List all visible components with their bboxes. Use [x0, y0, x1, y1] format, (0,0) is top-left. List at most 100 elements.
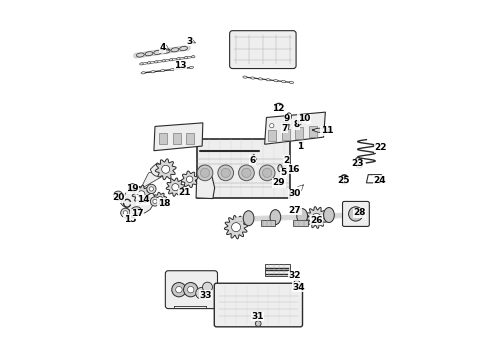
Ellipse shape — [180, 67, 184, 69]
Text: 33: 33 — [199, 291, 212, 300]
Bar — [293, 220, 308, 226]
Text: 31: 31 — [251, 312, 264, 321]
FancyBboxPatch shape — [343, 202, 369, 226]
Ellipse shape — [282, 81, 286, 83]
Ellipse shape — [160, 69, 165, 72]
Polygon shape — [150, 163, 163, 176]
Ellipse shape — [131, 207, 141, 214]
Ellipse shape — [162, 60, 166, 62]
Text: 2: 2 — [283, 156, 289, 165]
Text: 6: 6 — [249, 156, 255, 165]
Circle shape — [312, 213, 320, 222]
Circle shape — [172, 283, 186, 297]
Text: 1: 1 — [297, 141, 303, 150]
Circle shape — [197, 165, 213, 181]
Ellipse shape — [154, 50, 162, 54]
Ellipse shape — [278, 165, 282, 172]
Polygon shape — [224, 215, 248, 239]
Polygon shape — [132, 185, 150, 203]
Ellipse shape — [154, 61, 158, 63]
Circle shape — [157, 196, 163, 202]
Text: 27: 27 — [289, 206, 301, 215]
Circle shape — [184, 283, 198, 297]
Ellipse shape — [297, 208, 308, 224]
Bar — [282, 129, 290, 140]
FancyBboxPatch shape — [214, 283, 302, 327]
Polygon shape — [153, 192, 167, 206]
Ellipse shape — [189, 66, 194, 68]
Ellipse shape — [192, 56, 195, 58]
Circle shape — [218, 165, 234, 181]
Ellipse shape — [294, 280, 300, 289]
Text: 9: 9 — [284, 114, 291, 123]
Circle shape — [162, 165, 170, 173]
FancyBboxPatch shape — [197, 139, 290, 198]
Ellipse shape — [287, 113, 292, 120]
Ellipse shape — [141, 72, 146, 74]
Ellipse shape — [180, 46, 187, 50]
Circle shape — [176, 287, 182, 293]
Ellipse shape — [274, 80, 278, 82]
Circle shape — [138, 191, 145, 198]
Circle shape — [302, 119, 306, 123]
Circle shape — [123, 211, 127, 215]
Bar — [173, 133, 181, 144]
Circle shape — [263, 168, 272, 177]
Circle shape — [121, 208, 130, 217]
Text: 28: 28 — [353, 208, 366, 217]
Text: 32: 32 — [289, 271, 301, 280]
Ellipse shape — [355, 158, 362, 168]
Ellipse shape — [243, 211, 254, 226]
Ellipse shape — [266, 79, 270, 81]
Circle shape — [116, 194, 121, 198]
Polygon shape — [142, 169, 167, 186]
Ellipse shape — [294, 120, 301, 125]
Circle shape — [186, 176, 193, 183]
Ellipse shape — [145, 52, 153, 56]
Text: 10: 10 — [298, 114, 310, 123]
Circle shape — [242, 168, 251, 177]
Circle shape — [147, 184, 156, 194]
Text: 23: 23 — [351, 159, 364, 168]
Circle shape — [153, 199, 157, 203]
Bar — [265, 264, 290, 276]
Ellipse shape — [250, 77, 255, 79]
Circle shape — [221, 168, 230, 177]
Polygon shape — [121, 186, 156, 214]
Bar — [159, 133, 167, 144]
Ellipse shape — [151, 71, 155, 73]
Text: 30: 30 — [288, 189, 300, 198]
Circle shape — [232, 222, 241, 231]
Circle shape — [270, 123, 274, 128]
Text: 21: 21 — [178, 188, 191, 197]
Ellipse shape — [176, 58, 180, 60]
FancyBboxPatch shape — [165, 271, 218, 309]
Text: 16: 16 — [287, 165, 299, 174]
Ellipse shape — [162, 49, 170, 53]
Ellipse shape — [147, 62, 150, 64]
Ellipse shape — [169, 59, 173, 61]
Ellipse shape — [184, 57, 188, 59]
Text: 4: 4 — [160, 43, 166, 52]
Circle shape — [150, 197, 160, 206]
Circle shape — [188, 287, 194, 293]
Circle shape — [200, 168, 210, 177]
Text: 15: 15 — [123, 215, 136, 224]
Circle shape — [172, 184, 179, 191]
Circle shape — [202, 282, 213, 292]
Bar — [261, 220, 275, 226]
Circle shape — [239, 165, 254, 181]
Ellipse shape — [140, 63, 143, 65]
Text: 13: 13 — [174, 61, 187, 70]
Ellipse shape — [300, 115, 308, 120]
Ellipse shape — [170, 68, 174, 71]
Ellipse shape — [314, 128, 330, 132]
Text: 5: 5 — [280, 168, 287, 177]
Circle shape — [348, 207, 363, 221]
Bar — [186, 133, 194, 144]
Ellipse shape — [251, 156, 255, 160]
Polygon shape — [154, 123, 203, 151]
Bar — [268, 130, 276, 141]
Circle shape — [255, 321, 261, 327]
Circle shape — [286, 121, 290, 126]
